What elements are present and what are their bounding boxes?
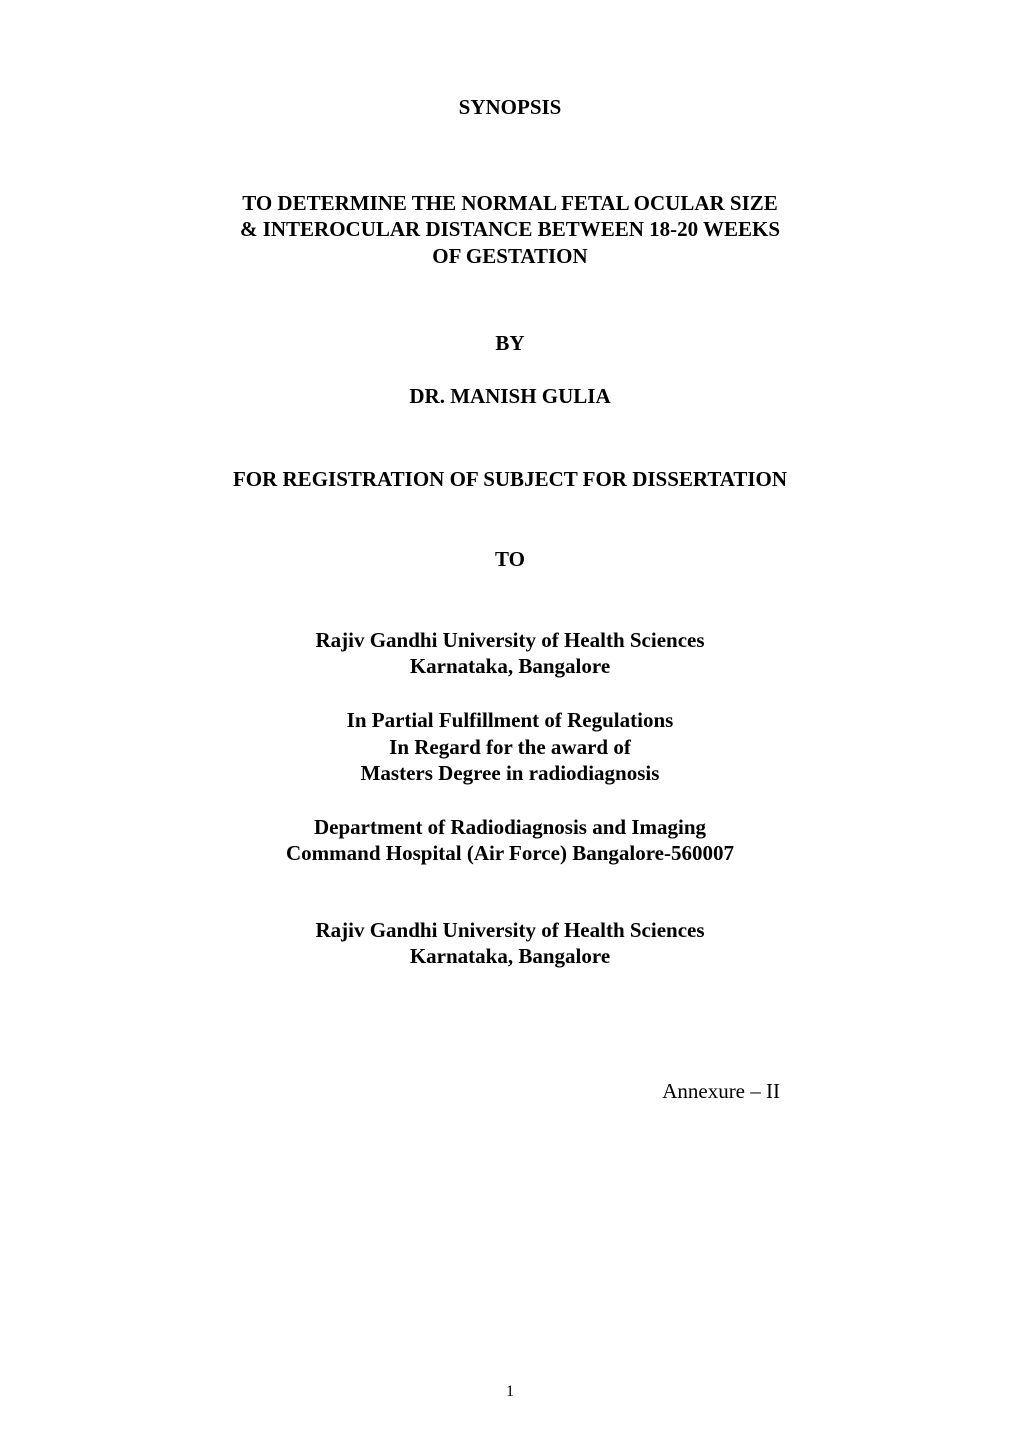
document-title: TO DETERMINE THE NORMAL FETAL OCULAR SIZ… bbox=[115, 190, 905, 269]
title-line-1: TO DETERMINE THE NORMAL FETAL OCULAR SIZ… bbox=[115, 190, 905, 216]
fulfillment-line3: Masters Degree in radiodiagnosis bbox=[115, 760, 905, 786]
department-line1: Department of Radiodiagnosis and Imaging bbox=[115, 814, 905, 840]
institution2-line2: Karnataka, Bangalore bbox=[115, 943, 905, 969]
document-page: SYNOPSIS TO DETERMINE THE NORMAL FETAL O… bbox=[0, 0, 1020, 1104]
department-block: Department of Radiodiagnosis and Imaging… bbox=[115, 814, 905, 867]
institution-block-2: Rajiv Gandhi University of Health Scienc… bbox=[115, 917, 905, 970]
page-number: 1 bbox=[0, 1383, 1020, 1401]
by-label: BY bbox=[115, 331, 905, 356]
fulfillment-line1: In Partial Fulfillment of Regulations bbox=[115, 707, 905, 733]
department-line2: Command Hospital (Air Force) Bangalore-5… bbox=[115, 840, 905, 866]
institution2-line1: Rajiv Gandhi University of Health Scienc… bbox=[115, 917, 905, 943]
registration-line: FOR REGISTRATION OF SUBJECT FOR DISSERTA… bbox=[115, 467, 905, 492]
fulfillment-line2: In Regard for the award of bbox=[115, 734, 905, 760]
institution1-line1: Rajiv Gandhi University of Health Scienc… bbox=[115, 627, 905, 653]
institution1-line2: Karnataka, Bangalore bbox=[115, 653, 905, 679]
institution-block-1: Rajiv Gandhi University of Health Scienc… bbox=[115, 627, 905, 680]
title-line-2: & INTEROCULAR DISTANCE BETWEEN 18-20 WEE… bbox=[115, 216, 905, 242]
fulfillment-block: In Partial Fulfillment of Regulations In… bbox=[115, 707, 905, 786]
annexure-label: Annexure – II bbox=[115, 1079, 905, 1104]
synopsis-heading: SYNOPSIS bbox=[115, 95, 905, 120]
author-name: DR. MANISH GULIA bbox=[115, 384, 905, 409]
title-line-3: OF GESTATION bbox=[115, 243, 905, 269]
to-label: TO bbox=[115, 547, 905, 572]
